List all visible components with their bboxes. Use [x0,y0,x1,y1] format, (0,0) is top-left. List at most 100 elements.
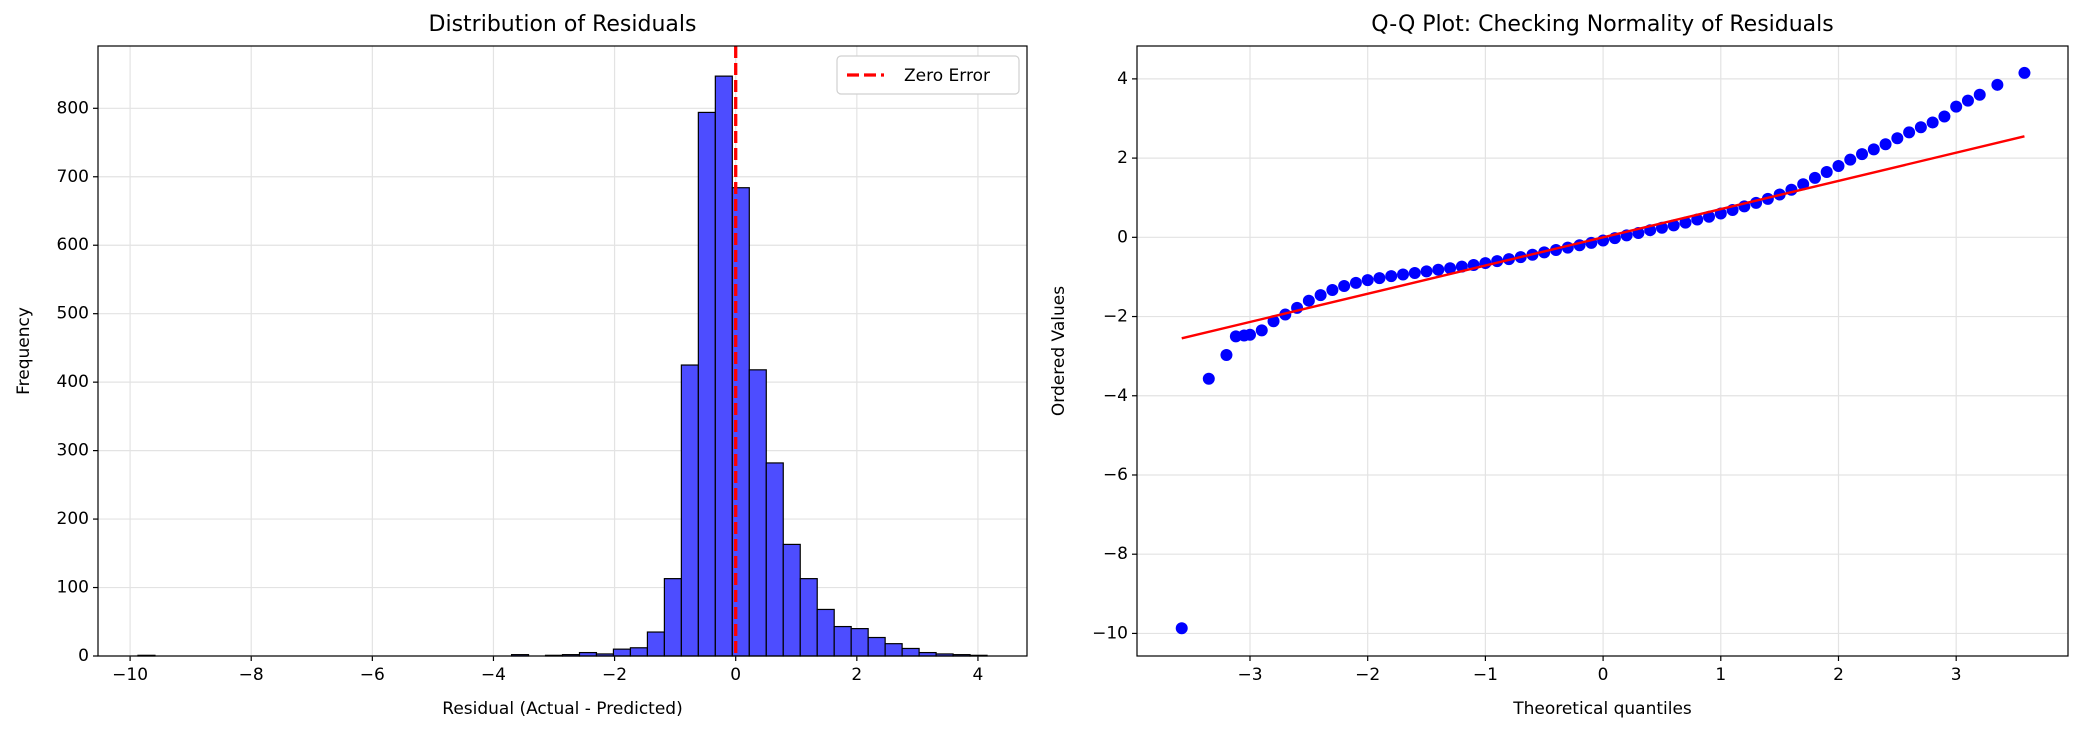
point [1667,219,1680,232]
point [1326,284,1339,296]
point [1432,263,1445,276]
y-tick-label: 0 [78,646,89,666]
point [1961,94,1974,107]
bar [850,628,869,657]
x-axis-label: Theoretical quantiles [1512,699,1692,719]
y-tick-label: −10 [1092,623,1128,643]
point [1202,372,1215,385]
point [1338,280,1351,293]
point [1991,78,2004,91]
point [1820,165,1833,178]
x-tick-label: −3 [1237,665,1262,685]
axes-frame [1136,45,2069,657]
point [1373,272,1386,285]
bar [799,578,818,657]
legend-box [836,55,1020,95]
point [1420,265,1433,278]
bar [663,578,682,657]
y-tick-label: 700 [57,167,89,187]
y-tick-label: 300 [57,441,89,461]
x-tick-label: −10 [112,665,148,685]
x-tick-label: 1 [1715,665,1726,685]
legend-label: Zero Error [904,66,990,86]
point [1950,100,1963,113]
bar [714,75,733,657]
point [1361,274,1374,287]
point [1349,276,1362,289]
point [1267,315,1280,328]
axes-frame [97,45,1028,657]
bar [646,631,665,657]
y-tick-label: −6 [1103,465,1128,485]
point [1444,262,1457,275]
point [1385,270,1398,283]
bar [782,543,801,657]
point [1175,622,1188,635]
x-tick-label: −1 [1473,665,1498,685]
point [1220,348,1233,361]
x-axis-label: Residual (Actual - Predicted) [442,699,682,719]
point [1302,294,1315,307]
y-tick-label: 2 [1117,148,1128,168]
x-tick-label: 2 [851,665,862,685]
y-tick-label: 500 [57,304,89,324]
point [1832,160,1845,173]
point [1856,148,1869,161]
x-tick-label: 2 [1833,665,1844,685]
x-tick-label: 4 [973,665,984,685]
point [1397,268,1409,281]
x-tick-label: 0 [1598,665,1609,685]
y-tick-label: 4 [1117,69,1128,89]
point [1879,138,1892,151]
x-tick-label: 0 [730,665,741,685]
point [1938,110,1951,123]
x-tick-label: 3 [1951,665,1962,685]
y-tick-label: −8 [1103,544,1128,564]
chart-title: Q-Q Plot: Checking Normality of Residual… [1371,12,1833,37]
bar [816,608,835,657]
y-tick-label: −4 [1103,386,1128,406]
point [1903,126,1916,139]
bar [748,369,767,657]
y-tick-label: 200 [57,509,89,529]
x-tick-label: −2 [602,665,627,685]
point [1243,328,1256,341]
y-tick-label: 600 [57,235,89,255]
y-tick-label: −2 [1103,307,1128,327]
bar [867,636,886,657]
legend: Zero Error [836,55,1020,95]
point [1914,121,1927,134]
bar [765,462,784,657]
x-tick-label: −2 [1355,665,1380,685]
point [1844,153,1857,166]
bar [833,625,852,657]
x-tick-label: −6 [360,665,385,685]
point [1408,266,1421,279]
point [2018,66,2031,79]
bar [697,111,716,657]
bar [901,647,920,657]
bar [680,364,699,657]
point [1797,178,1810,191]
bar [629,647,649,657]
y-axis-label: Frequency [14,307,34,395]
point [1973,88,1986,101]
y-axis-label: Ordered Values [1049,286,1069,416]
bar [884,643,903,657]
chart-title: Distribution of Residuals [429,12,697,37]
point [1314,289,1327,302]
fit-line [1181,135,2025,340]
y-tick-label: 100 [57,578,89,598]
x-tick-label: −8 [239,665,264,685]
x-tick-label: −4 [481,665,506,685]
point [1926,116,1939,129]
bar [612,648,632,657]
y-tick-label: 400 [57,372,89,392]
point [1808,171,1821,184]
subplot: −10 −8 −6 −4 −2 0 2 4 0 100 200 300 400 500 600 700 800 Z… [14,12,1028,719]
point [1867,143,1880,156]
y-tick-label: 800 [57,98,89,118]
y-tick-label: 0 [1117,227,1128,247]
